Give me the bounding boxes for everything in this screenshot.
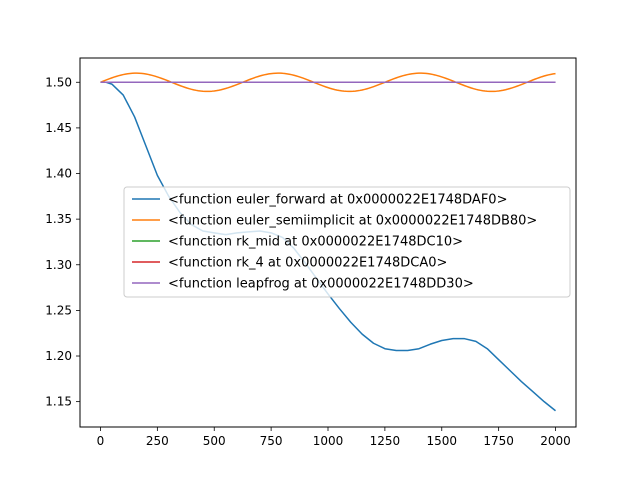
x-tick-label: 0 [97, 434, 105, 448]
legend-label-3: <function rk_4 at 0x0000022E1748DCA0> [168, 256, 447, 271]
legend-box [123, 186, 571, 298]
legend-label-1: <function euler_semiimplicit at 0x000002… [168, 214, 537, 229]
x-tick-label: 1500 [426, 434, 457, 448]
x-axis: 0 250 500 750 1000 1250 1500 1750 2000 [97, 427, 571, 448]
y-tick-label: 1.30 [45, 258, 72, 272]
legend: <function euler_forward at 0x0000022E174… [123, 186, 571, 298]
legend-label-0: <function euler_forward at 0x0000022E174… [168, 193, 507, 208]
y-axis: 1.15 1.20 1.25 1.30 1.35 1.40 1.45 1.50 [45, 75, 80, 409]
x-tick-label: 500 [203, 434, 226, 448]
x-tick-label: 250 [146, 434, 169, 448]
y-tick-label: 1.15 [45, 395, 72, 409]
y-tick-label: 1.20 [45, 349, 72, 363]
y-tick-label: 1.40 [45, 167, 72, 181]
y-tick-label: 1.45 [45, 121, 72, 135]
y-tick-label: 1.35 [45, 212, 72, 226]
x-tick-label: 1250 [370, 434, 401, 448]
x-tick-label: 750 [260, 434, 283, 448]
series-line-1 [100, 72, 556, 93]
x-tick-label: 1000 [313, 434, 344, 448]
y-tick-label: 1.50 [45, 75, 72, 89]
x-tick-label: 2000 [540, 434, 571, 448]
y-tick-label: 1.25 [45, 303, 72, 317]
legend-label-2: <function rk_mid at 0x0000022E1748DC10> [168, 235, 463, 250]
legend-label-4: <function leapfrog at 0x0000022E1748DD30… [168, 277, 474, 292]
x-tick-label: 1750 [483, 434, 514, 448]
